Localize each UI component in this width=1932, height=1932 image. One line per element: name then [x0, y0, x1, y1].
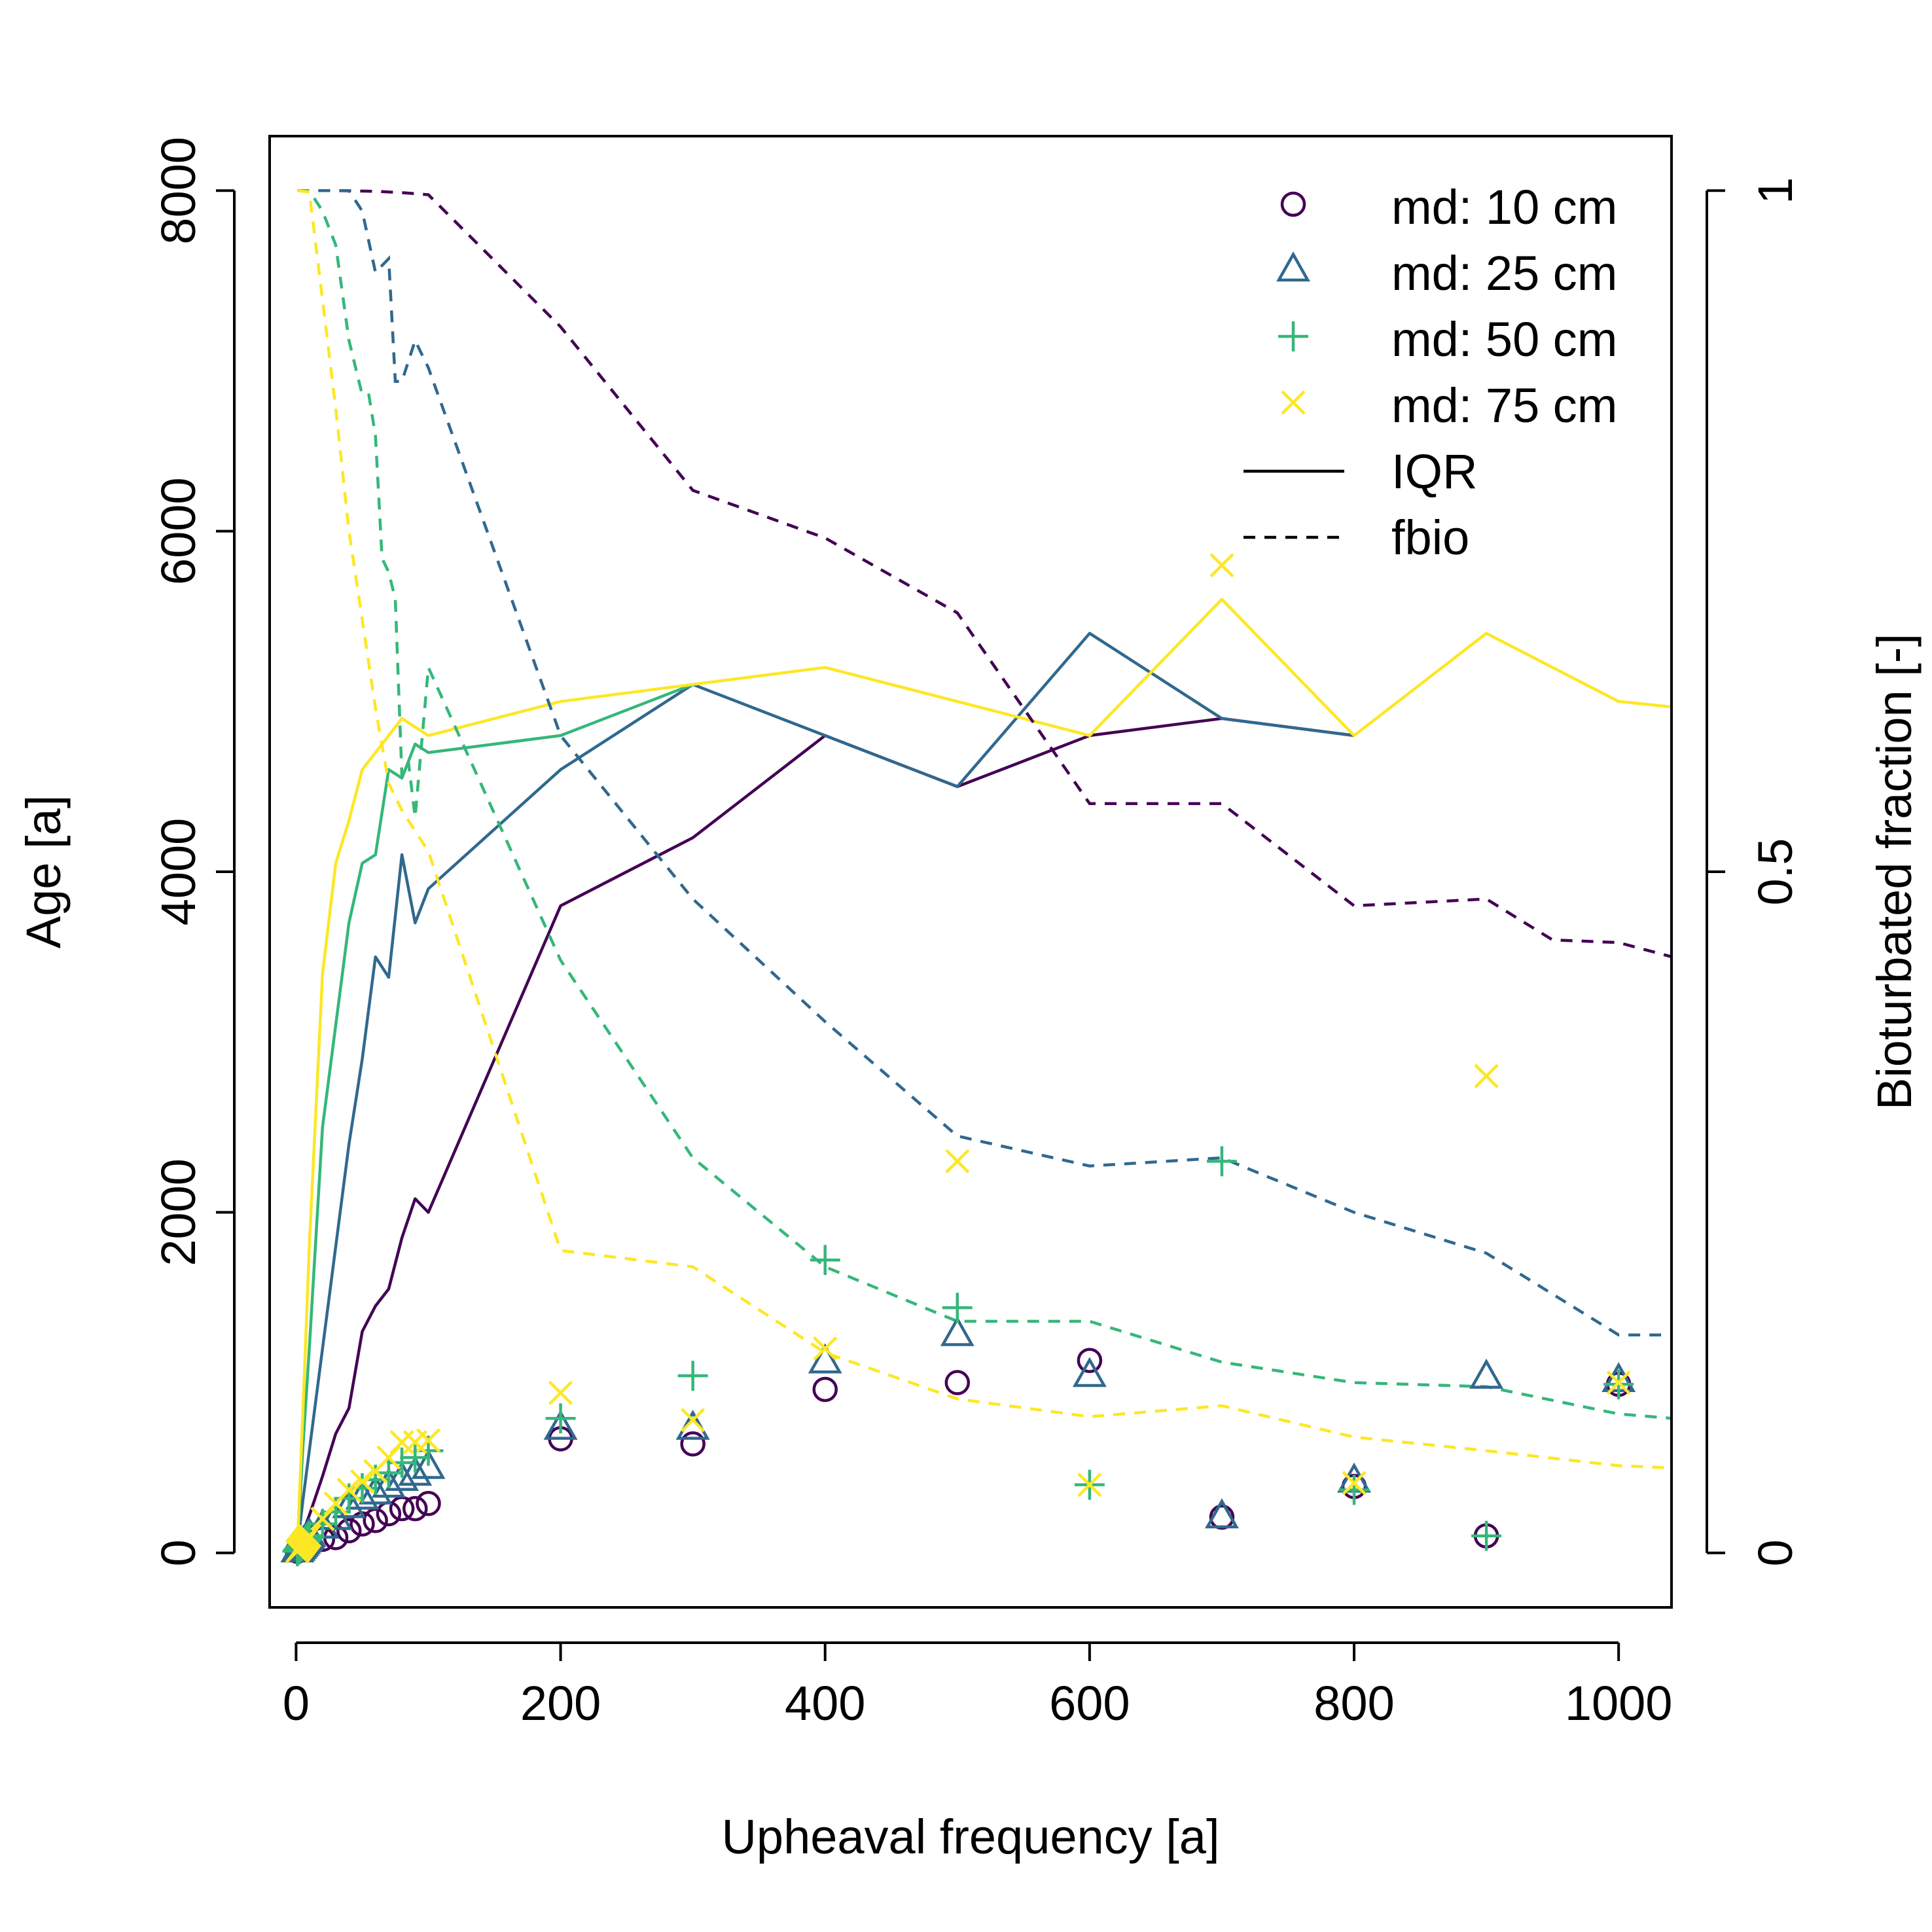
iqr-line-md25 — [296, 632, 1355, 1548]
point-md75 — [1209, 553, 1234, 578]
point-md75 — [1474, 1064, 1499, 1088]
point-md10 — [812, 1376, 838, 1403]
point-md10 — [944, 1370, 971, 1395]
y2-tick-label: 0 — [1748, 1539, 1802, 1566]
x-tick-label: 0 — [283, 1676, 310, 1730]
iqr-line-md75 — [296, 598, 1672, 1545]
point-md25 — [371, 1467, 406, 1498]
x-tick-label: 400 — [785, 1676, 865, 1730]
point-md25 — [385, 1461, 420, 1491]
point-md75 — [681, 1408, 706, 1433]
legend-label: md: 25 cm — [1391, 246, 1617, 300]
point-md75 — [813, 1336, 838, 1361]
point-md25 — [398, 1456, 433, 1486]
point-md10 — [1077, 1348, 1103, 1373]
y-tick-label: 4000 — [151, 818, 206, 926]
point-md25 — [1204, 1498, 1239, 1529]
point-md50 — [677, 1361, 708, 1391]
point-md25 — [808, 1343, 842, 1374]
point-md75 — [336, 1477, 361, 1503]
point-md25 — [1469, 1358, 1504, 1389]
legend-label: IQR — [1391, 444, 1478, 499]
fbio-line-md25 — [297, 189, 1672, 1336]
point-md10 — [402, 1495, 428, 1522]
legend-label: md: 50 cm — [1391, 312, 1617, 367]
legend: md: 10 cm md: 25 cm md: 50 cm md: 75 cm IQR f… — [1243, 180, 1617, 565]
point-md75 — [945, 1149, 970, 1173]
x-tick-label: 600 — [1049, 1676, 1130, 1730]
point-md25 — [411, 1448, 446, 1479]
fbio-line-md50 — [297, 189, 1672, 1420]
x-tick-label: 1000 — [1565, 1676, 1673, 1730]
point-md50 — [1206, 1146, 1237, 1177]
legend-label: md: 10 cm — [1391, 180, 1617, 234]
x-axis-label: Upheaval frequency [a] — [721, 1810, 1219, 1864]
point-md50 — [1339, 1475, 1369, 1505]
fbio-line-md10 — [297, 189, 1672, 959]
point-md50 — [810, 1245, 840, 1276]
point-md75 — [548, 1380, 573, 1405]
point-md75 — [376, 1445, 401, 1470]
plot-frame — [268, 135, 1673, 1609]
y2-axis: 00.51 — [1706, 177, 1802, 1566]
point-md10 — [680, 1431, 706, 1457]
point-md50 — [400, 1442, 431, 1473]
y2-tick-label: 1 — [1748, 177, 1802, 204]
point-md50 — [307, 1509, 338, 1539]
y-tick-label: 8000 — [151, 137, 206, 245]
point-md10 — [416, 1491, 441, 1516]
point-md25 — [332, 1488, 367, 1518]
legend-symbol-plus — [1278, 321, 1308, 351]
legend-label: fbio — [1391, 510, 1469, 565]
x-tick-label: 200 — [520, 1676, 601, 1730]
legend-symbol-circle — [1280, 191, 1306, 217]
point-md75 — [416, 1428, 441, 1453]
y2-axis-label: Bioturbated fraction [-] — [1867, 634, 1922, 1110]
legend-label: md: 75 cm — [1391, 378, 1617, 433]
fbio-lines — [297, 189, 1672, 1470]
point-md25 — [358, 1474, 393, 1505]
y2-tick-label: 0.5 — [1748, 838, 1802, 906]
point-md75 — [310, 1507, 335, 1531]
point-md75 — [1342, 1471, 1367, 1495]
legend-symbol-triangle — [1276, 251, 1310, 282]
point-md75 — [1606, 1370, 1631, 1395]
point-md50 — [1471, 1520, 1502, 1551]
point-md25 — [543, 1409, 578, 1440]
y-tick-label: 0 — [151, 1539, 206, 1566]
point-md75 — [297, 1524, 322, 1548]
point-md75 — [349, 1469, 375, 1494]
y-axis: 0 2000 4000 6000 8000 — [151, 137, 236, 1566]
x-axis: 0 200 400 600 800 1000 — [283, 1641, 1673, 1730]
point-md75 — [1077, 1473, 1102, 1497]
point-md25 — [940, 1315, 975, 1346]
point-md10 — [336, 1518, 362, 1544]
y-tick-label: 2000 — [151, 1158, 206, 1266]
point-md25 — [1072, 1357, 1107, 1387]
y-axis-label: Age [a] — [16, 795, 71, 949]
data-points — [280, 553, 1636, 1567]
legend-symbol-cross — [1281, 390, 1306, 415]
point-md50 — [545, 1403, 576, 1434]
point-md50 — [942, 1293, 973, 1323]
iqr-line-md50 — [296, 683, 694, 1548]
x-tick-label: 800 — [1314, 1676, 1394, 1730]
y-tick-label: 6000 — [151, 477, 206, 585]
